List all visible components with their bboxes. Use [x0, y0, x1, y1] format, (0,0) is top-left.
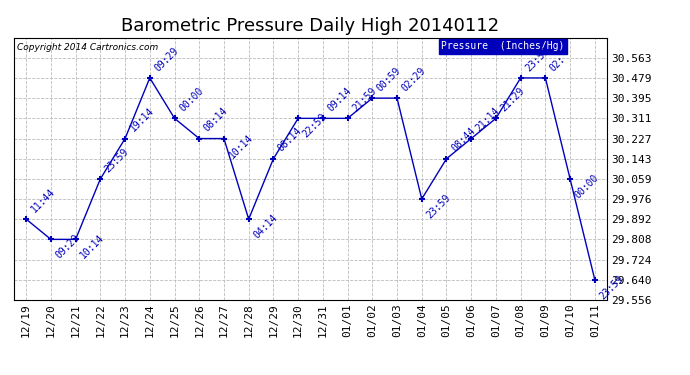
Text: Copyright 2014 Cartronics.com: Copyright 2014 Cartronics.com	[17, 43, 158, 52]
Text: 23:59: 23:59	[598, 273, 625, 301]
Text: 09:14: 09:14	[326, 86, 353, 113]
Text: 11:44: 11:44	[29, 186, 57, 214]
Text: 10:14: 10:14	[227, 132, 255, 160]
Text: 08:14: 08:14	[276, 126, 304, 154]
Text: 09:29: 09:29	[152, 45, 180, 73]
Text: 23:59: 23:59	[524, 45, 551, 73]
Text: 19:14: 19:14	[128, 106, 156, 134]
Text: 09:29: 09:29	[54, 233, 81, 261]
Text: 00:00: 00:00	[177, 86, 205, 113]
Text: 08:44: 08:44	[449, 126, 477, 154]
Text: 00:59: 00:59	[375, 65, 403, 93]
Text: 23:59: 23:59	[424, 192, 453, 220]
Text: 21:59: 21:59	[351, 86, 378, 113]
Text: 04:14: 04:14	[251, 213, 279, 241]
Text: 02:29: 02:29	[400, 65, 428, 93]
Text: 22:59: 22:59	[301, 112, 328, 140]
Text: 21:29: 21:29	[499, 86, 526, 113]
Title: Barometric Pressure Daily High 20140112: Barometric Pressure Daily High 20140112	[121, 16, 500, 34]
Text: 23:59: 23:59	[103, 146, 131, 174]
Text: 08:14: 08:14	[202, 106, 230, 134]
Text: Pressure  (Inches/Hg): Pressure (Inches/Hg)	[441, 42, 564, 51]
Text: 10:14: 10:14	[79, 233, 106, 261]
Text: 02:: 02:	[548, 54, 568, 73]
Text: 00:00: 00:00	[573, 172, 601, 200]
Text: 21:14: 21:14	[474, 106, 502, 134]
